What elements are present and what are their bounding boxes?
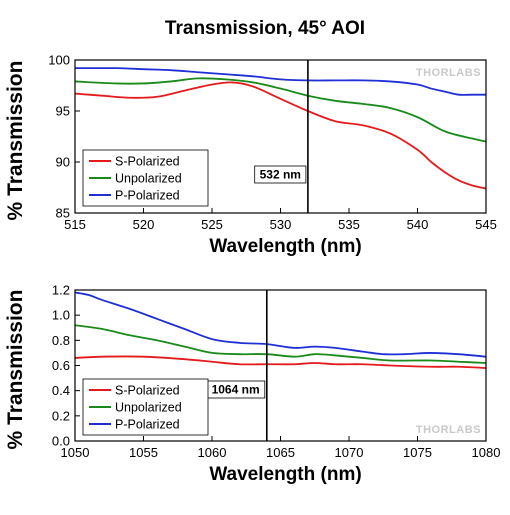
series-line-p-polarized: [75, 291, 486, 358]
x-tick-label: 535: [338, 217, 360, 232]
x-tick-label: 1080: [472, 445, 501, 460]
watermark-logo: THORLABS: [416, 67, 481, 79]
y-tick-label: 0.0: [52, 434, 70, 449]
legend-label: Unpolarized: [115, 401, 182, 415]
marker-label: 1064 nm: [212, 383, 260, 397]
y-axis-label: % Transmission: [4, 290, 27, 450]
series-line-s-polarized: [75, 355, 486, 369]
y-tick-label: 0.2: [52, 408, 70, 423]
marker-label-box: [254, 165, 307, 184]
y-tick-label: 1.2: [52, 283, 70, 298]
x-tick-label: 525: [201, 217, 223, 232]
y-tick-label: 1.0: [52, 308, 70, 323]
chart-panel-2: THORLABS 1064 nm S-Polarized Unpolarized P-P…: [4, 283, 500, 486]
x-tick-label: 1065: [266, 445, 295, 460]
y-tick-label: 0.4: [52, 383, 70, 398]
legend-label: Unpolarized: [115, 172, 182, 186]
series-line-p-polarized: [75, 67, 486, 96]
legend-label: P-Polarized: [115, 189, 180, 203]
x-tick-label: 520: [133, 217, 155, 232]
x-tick-label: 1055: [129, 445, 158, 460]
y-tick-label: 100: [48, 53, 70, 68]
y-tick-label: 90: [56, 155, 70, 170]
series-line-unpolarized: [75, 324, 486, 364]
y-tick-label: 85: [56, 206, 70, 221]
x-tick-label: 515: [64, 217, 86, 232]
y-axis-label: % Transmission: [4, 61, 27, 221]
x-axis-label: Wavelength (nm): [209, 464, 361, 485]
x-tick-label: 1050: [61, 445, 90, 460]
x-tick-label: 530: [270, 217, 292, 232]
legend-label: S-Polarized: [115, 384, 180, 398]
marker-label: 532 nm: [260, 168, 301, 182]
watermark-logo: THORLABS: [416, 424, 481, 436]
chart-panel-1: THORLABS 532 nm S-Polarized Unpolarized P-Po…: [4, 53, 497, 258]
legend-label: S-Polarized: [115, 155, 180, 169]
y-tick-label: 0.6: [52, 358, 70, 373]
x-tick-label: 540: [407, 217, 429, 232]
x-tick-label: 1070: [335, 445, 364, 460]
x-tick-label: 1060: [198, 445, 227, 460]
legend-label: P-Polarized: [115, 418, 180, 432]
y-tick-label: 0.8: [52, 333, 70, 348]
figure-title: Transmission, 45° AOI: [165, 18, 365, 39]
series-line-unpolarized: [75, 77, 486, 143]
x-axis-label: Wavelength (nm): [209, 236, 361, 257]
x-tick-label: 545: [475, 217, 497, 232]
x-tick-label: 1075: [403, 445, 432, 460]
y-tick-label: 95: [56, 104, 70, 119]
